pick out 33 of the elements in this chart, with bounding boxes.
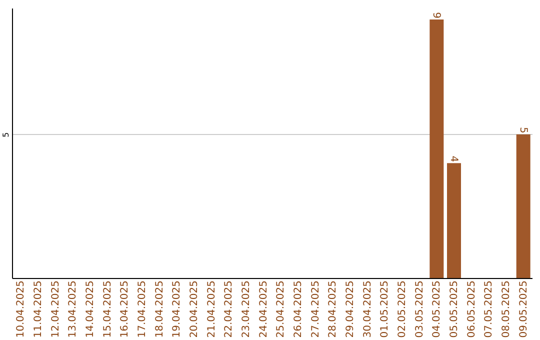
x-tick-label: 27.04.2025 (310, 280, 322, 338)
x-tick-label: 05.05.2025 (449, 280, 460, 338)
x-tick-label: 24.04.2025 (258, 280, 270, 338)
x-tick-label: 02.05.2025 (397, 280, 408, 338)
data-label: 4 (448, 156, 459, 162)
x-tick-label: 15.04.2025 (102, 280, 114, 338)
x-tick-label: 22.04.2025 (224, 280, 235, 338)
x-tick-label: 19.04.2025 (172, 280, 183, 338)
x-tick-label: 26.04.2025 (293, 280, 304, 338)
x-tick-label: 03.05.2025 (414, 280, 426, 338)
x-tick-label: 12.04.2025 (50, 280, 62, 338)
x-tick-label: 29.04.2025 (345, 280, 356, 338)
x-tick-label: 30.04.2025 (362, 280, 374, 338)
data-label: 9 (430, 12, 442, 18)
x-tick-label: 06.05.2025 (466, 280, 478, 338)
x-tick-label: 01.05.2025 (380, 280, 391, 338)
x-tick-label: 09.05.2025 (518, 280, 530, 338)
x-tick-label: 23.04.2025 (241, 280, 252, 338)
x-tick-label: 04.05.2025 (432, 280, 443, 338)
x-tick-label: 07.05.2025 (484, 280, 495, 338)
data-label: 5 (517, 127, 528, 134)
x-tick-label: 28.04.2025 (328, 280, 339, 338)
x-tick-label: 11.04.2025 (33, 280, 44, 338)
x-tick-label: 17.04.2025 (137, 280, 148, 338)
x-tick-label: 25.04.2025 (276, 280, 287, 338)
x-tick-label: 14.04.2025 (85, 280, 96, 338)
x-tick-label: 20.04.2025 (189, 280, 200, 338)
x-tick-label: 10.04.2025 (16, 280, 27, 338)
x-tick-label: 08.05.2025 (501, 280, 512, 338)
x-tick-label: 16.04.2025 (120, 280, 131, 338)
x-tick-label: 21.04.2025 (206, 280, 218, 338)
x-tick-label: 13.04.2025 (68, 280, 79, 338)
x-tick-label: 18.04.2025 (154, 280, 166, 338)
